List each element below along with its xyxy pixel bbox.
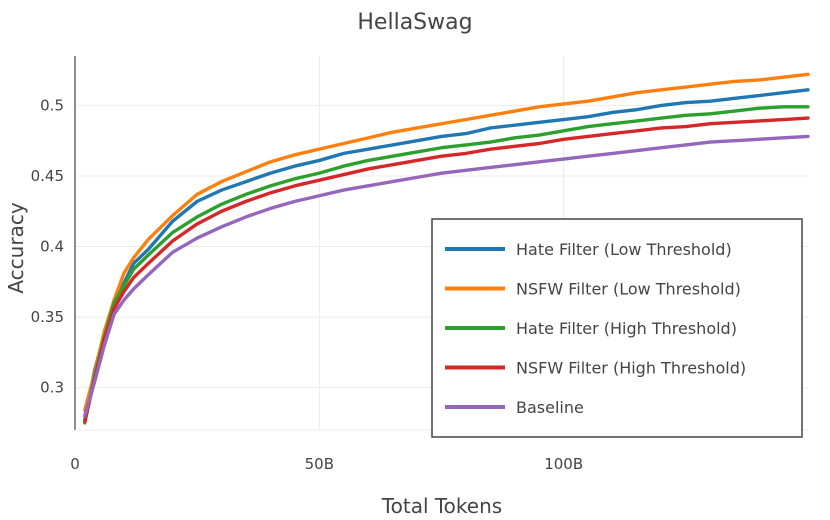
y-tick-label: 0.5 <box>40 96 64 114</box>
legend-label: Hate Filter (Low Threshold) <box>516 240 732 259</box>
legend-label: Baseline <box>516 398 584 417</box>
y-axis-title: Accuracy <box>4 202 28 293</box>
y-tick-label: 0.35 <box>31 308 64 326</box>
chart-title: HellaSwag <box>357 10 472 35</box>
series-line-2 <box>83 105 810 425</box>
legend-label: NSFW Filter (High Threshold) <box>516 359 746 378</box>
legend-label: Hate Filter (High Threshold) <box>516 319 737 338</box>
x-tick-label: 50B <box>305 455 334 473</box>
series-line-1 <box>83 72 810 412</box>
series-line-0 <box>83 88 810 422</box>
y-tick-label: 0.45 <box>31 167 64 185</box>
legend: Hate Filter (Low Threshold) NSFW Filter (… <box>431 218 803 438</box>
series-line-4 <box>83 134 810 418</box>
legend-label: NSFW Filter (Low Threshold) <box>516 280 741 299</box>
y-tick-label: 0.4 <box>40 238 64 256</box>
x-tick-label: 100B <box>544 455 583 473</box>
x-tick-label: 0 <box>70 455 80 473</box>
y-tick-label: 0.3 <box>40 379 64 397</box>
x-axis-title: Total Tokens <box>381 494 502 518</box>
series-line-3 <box>83 116 810 424</box>
